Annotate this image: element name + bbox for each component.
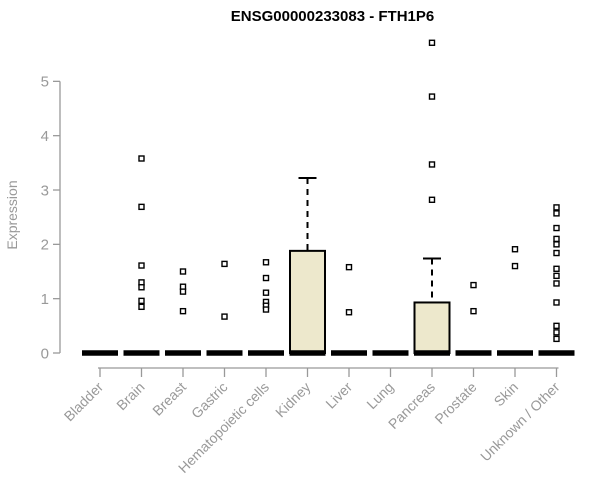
outlier-point <box>138 155 145 162</box>
outlier-point <box>138 262 145 269</box>
outlier-point <box>553 299 560 306</box>
outlier-point <box>553 224 560 232</box>
x-category-label: Prostate <box>431 379 479 427</box>
outlier-point <box>179 307 187 315</box>
y-tick-label: 2 <box>41 237 49 254</box>
y-tick-label: 3 <box>41 182 49 199</box>
x-category-label: Lung <box>363 379 396 412</box>
y-tick-label: 1 <box>41 291 49 308</box>
outlier-point <box>553 249 560 257</box>
median-bar <box>497 350 533 356</box>
median-bar <box>248 350 284 356</box>
outlier-point <box>553 322 560 330</box>
outlier-point <box>138 203 145 211</box>
outlier-point <box>553 210 560 217</box>
y-tick-label: 4 <box>41 128 49 145</box>
outlier-point <box>553 241 560 248</box>
median-bar <box>331 350 367 356</box>
median-bar <box>123 350 160 356</box>
outlier-point <box>138 297 145 305</box>
y-tick-label: 5 <box>41 74 49 91</box>
median-bar <box>455 350 492 356</box>
x-category-label: Brain <box>113 379 147 413</box>
outlier-point <box>262 289 270 296</box>
outlier-point <box>470 307 477 315</box>
outlier-point <box>553 265 560 272</box>
outlier-point <box>221 313 228 320</box>
median-bar <box>538 350 575 356</box>
x-category-label: Unknown / Other <box>477 379 563 465</box>
box-body <box>413 301 451 355</box>
outlier-point <box>470 281 477 289</box>
outlier-point <box>553 280 560 287</box>
median-bar <box>372 350 409 356</box>
chart-title: ENSG00000233083 - FTH1P6 <box>230 8 435 25</box>
outlier-point <box>179 288 187 295</box>
outlier-point <box>553 335 560 343</box>
x-category-label: Breast <box>149 379 189 419</box>
outlier-point <box>138 303 145 311</box>
x-category-label: Bladder <box>61 379 107 425</box>
outlier-point <box>428 39 436 46</box>
outlier-point <box>345 309 353 316</box>
outlier-point <box>553 204 560 211</box>
y-tick-label: 0 <box>41 345 49 362</box>
median-bar <box>206 350 243 356</box>
outlier-point <box>553 329 560 336</box>
outlier-point <box>511 246 519 253</box>
outlier-point <box>511 262 519 270</box>
outlier-point <box>138 284 145 291</box>
outlier-point <box>428 161 436 168</box>
x-category-label: Skin <box>491 379 522 410</box>
box-body <box>289 249 326 355</box>
median-bar <box>82 350 118 356</box>
outlier-point <box>345 263 353 271</box>
outlier-point <box>221 260 228 268</box>
outlier-point <box>179 268 187 275</box>
x-category-label: Liver <box>322 379 355 412</box>
median-bar <box>165 350 201 356</box>
x-category-label: Kidney <box>272 379 314 421</box>
outlier-point <box>262 259 270 266</box>
outlier-point <box>428 93 436 100</box>
outlier-point <box>428 196 436 203</box>
median-bar <box>289 350 326 356</box>
median-bar <box>414 350 450 356</box>
outlier-point <box>553 235 560 243</box>
outlier-point <box>262 274 270 282</box>
outlier-point <box>553 272 560 280</box>
outlier-point <box>262 306 270 313</box>
